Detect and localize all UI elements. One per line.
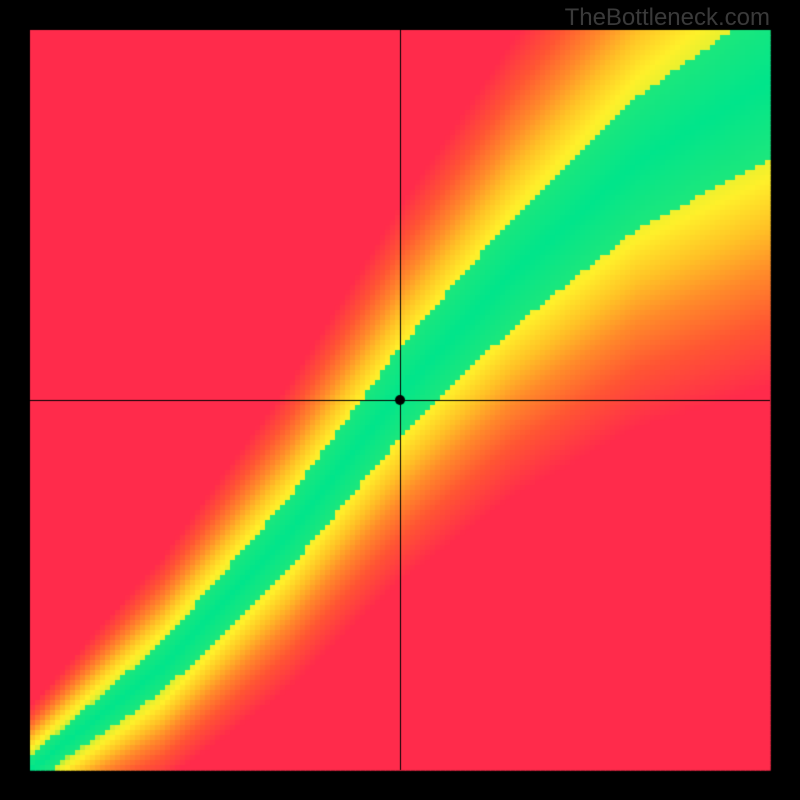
chart-container: TheBottleneck.com: [0, 0, 800, 800]
bottleneck-heatmap: [0, 0, 800, 800]
attribution-text: TheBottleneck.com: [565, 4, 770, 32]
